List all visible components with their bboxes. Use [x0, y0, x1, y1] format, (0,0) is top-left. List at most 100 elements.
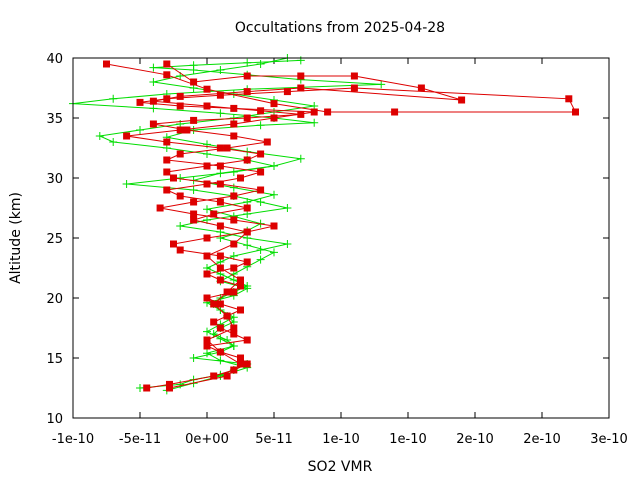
- plot-layer: -1e-10 -5e-11 0e+00 5e-11 1e-10 1e-10 2e-10 2e-…: [46, 52, 627, 447]
- data-point-square: [176, 150, 184, 158]
- data-point-square: [257, 150, 265, 158]
- data-point-plus: [136, 126, 144, 134]
- data-point-square: [324, 108, 332, 116]
- y-tick-label: 15: [46, 352, 63, 367]
- data-point-square: [216, 324, 224, 332]
- data-point-plus: [203, 150, 211, 158]
- data-point-square: [210, 300, 218, 308]
- data-point-square: [243, 204, 251, 212]
- data-point-square: [216, 91, 224, 99]
- data-point-square: [270, 222, 278, 230]
- data-point-plus: [256, 255, 265, 264]
- data-point-plus: [95, 132, 104, 140]
- data-point-square: [203, 162, 211, 170]
- data-point-square: [176, 102, 184, 110]
- x-tick-label: 1e-10: [322, 432, 360, 447]
- data-point-square: [223, 312, 231, 320]
- data-point-square: [243, 336, 251, 344]
- data-point-square: [149, 120, 157, 128]
- data-point-plus: [216, 234, 225, 242]
- data-point-square: [149, 97, 157, 105]
- data-point-square: [283, 88, 291, 96]
- x-tick-label: 0e+00: [185, 432, 229, 447]
- data-point-square: [190, 198, 198, 206]
- data-point-square: [210, 372, 218, 380]
- data-point-square: [257, 168, 265, 176]
- data-point-square: [230, 264, 238, 272]
- data-point-square: [237, 282, 244, 290]
- data-point-square: [243, 258, 251, 266]
- data-point-square: [230, 288, 238, 296]
- y-tick-label: 40: [46, 52, 63, 67]
- data-point-square: [458, 96, 466, 104]
- data-point-square: [190, 210, 198, 218]
- data-point-square: [257, 186, 265, 194]
- data-point-square: [190, 116, 198, 124]
- data-point-plus: [283, 240, 292, 248]
- data-point-plus: [109, 94, 118, 103]
- x-tick-label: 5e-11: [255, 432, 293, 447]
- data-point-plus: [122, 180, 131, 188]
- data-point-square: [183, 126, 191, 134]
- data-point-square: [223, 288, 231, 296]
- data-point-square: [230, 192, 238, 200]
- data-point-square: [350, 84, 358, 92]
- data-point-square: [203, 85, 211, 93]
- data-point-square: [216, 348, 224, 356]
- data-point-square: [223, 372, 231, 380]
- data-point-square: [163, 168, 171, 176]
- data-point-square: [203, 294, 211, 302]
- data-point-square: [243, 114, 251, 122]
- data-point-plus: [256, 121, 265, 130]
- data-point-square: [210, 318, 218, 326]
- data-point-square: [163, 60, 171, 68]
- data-point-plus: [189, 186, 198, 194]
- data-point-plus: [189, 61, 198, 70]
- data-point-square: [103, 60, 110, 68]
- x-axis-label: SO2 VMR: [308, 459, 373, 475]
- data-point-square: [170, 174, 177, 182]
- data-point-square: [203, 336, 211, 344]
- data-point-square: [565, 95, 573, 103]
- data-point-square: [203, 180, 211, 188]
- data-point-square: [190, 78, 198, 86]
- chart-title: Occultations from 2025-04-28: [235, 20, 445, 36]
- data-point-plus: [203, 140, 211, 149]
- data-point-square: [243, 88, 251, 96]
- data-point-square: [216, 180, 224, 188]
- data-point-square: [230, 330, 238, 338]
- data-point-square: [216, 222, 224, 230]
- data-point-plus: [149, 78, 158, 86]
- data-point-plus: [149, 63, 158, 72]
- data-point-square: [170, 240, 177, 248]
- data-point-square: [216, 264, 224, 272]
- data-point-square: [243, 228, 251, 236]
- data-point-square: [163, 156, 171, 164]
- data-point-plus: [109, 138, 118, 146]
- data-point-square: [203, 234, 211, 242]
- data-point-square: [243, 360, 251, 368]
- data-point-square: [310, 108, 318, 116]
- data-point-plus: [270, 190, 278, 199]
- data-point-square: [391, 108, 399, 116]
- data-point-square: [163, 71, 171, 79]
- x-tick-label: 3e-10: [590, 432, 628, 447]
- data-point-square: [297, 72, 305, 80]
- y-tick-label: 25: [46, 232, 63, 247]
- data-point-plus: [229, 313, 238, 322]
- x-tick-label: 2e-10: [456, 432, 494, 447]
- data-point-square: [216, 162, 224, 170]
- data-point-square: [136, 98, 144, 106]
- data-point-square: [216, 144, 224, 152]
- data-point-square: [163, 186, 171, 194]
- plot-frame: [72, 57, 610, 419]
- data-point-plus: [270, 162, 278, 170]
- data-point-plus: [189, 126, 198, 134]
- data-point-square: [297, 84, 305, 92]
- data-point-square: [143, 384, 151, 392]
- data-point-square: [417, 84, 425, 92]
- data-point-square: [237, 354, 244, 362]
- data-point-plus: [216, 372, 225, 380]
- data-point-square: [190, 216, 198, 224]
